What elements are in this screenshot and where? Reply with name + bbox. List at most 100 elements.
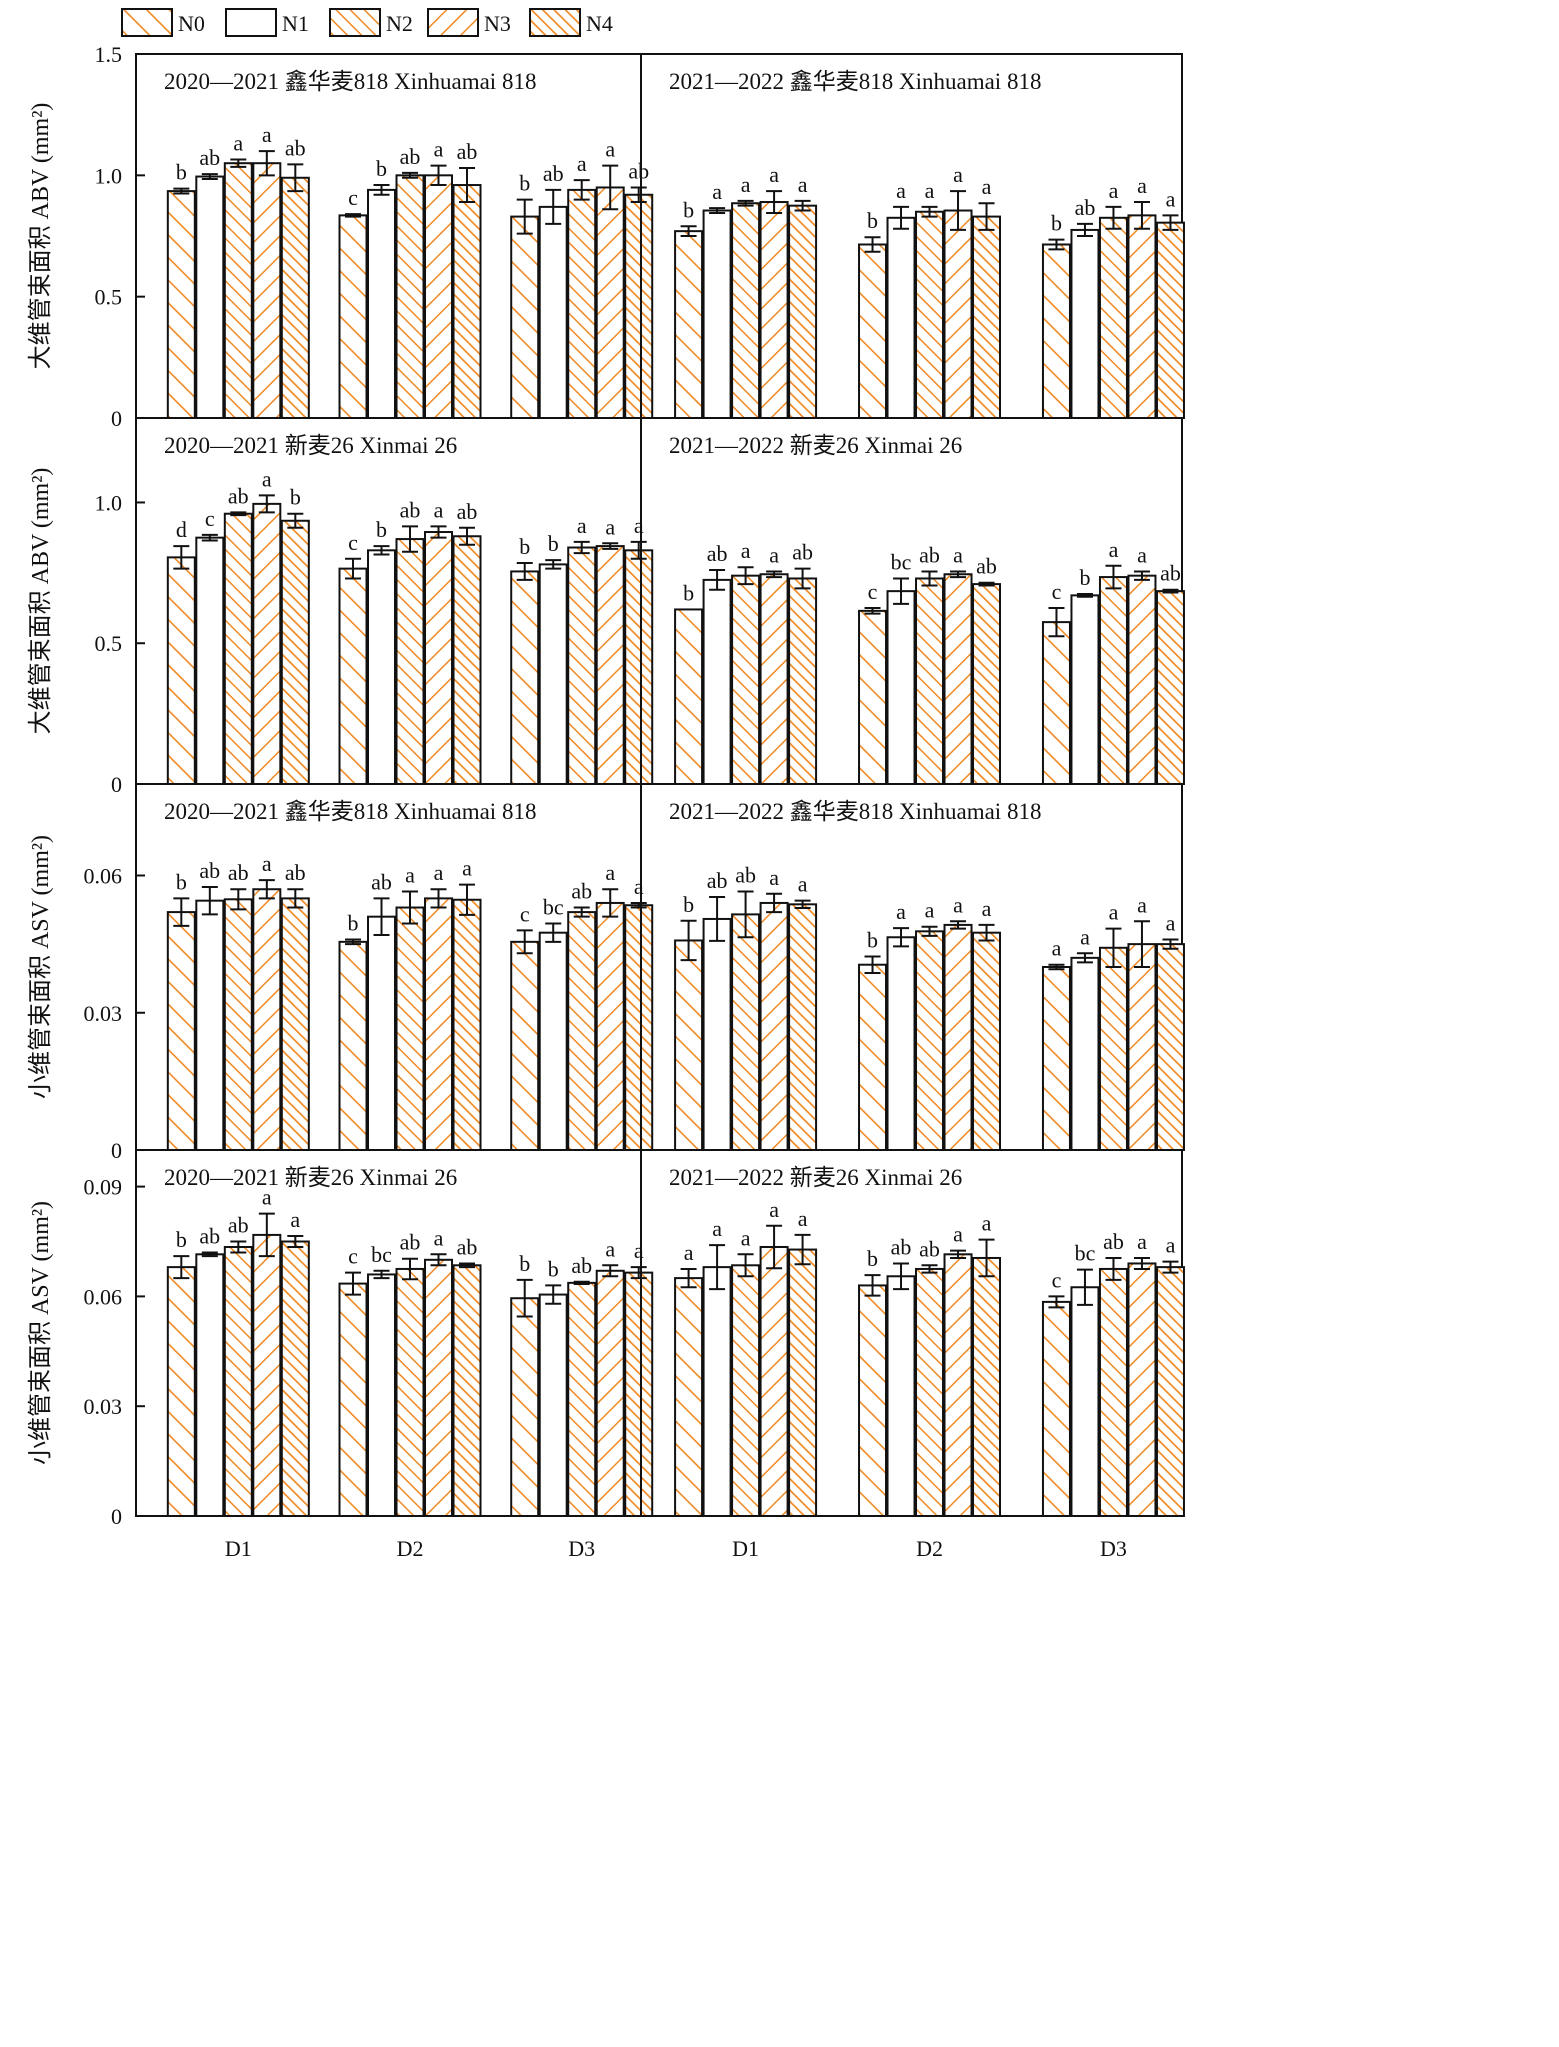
- significance-letter: c: [348, 1244, 358, 1269]
- panel-4-1: 2020—2021 新麦26 Xinmai 26 0 0.03 0.06 0.09 小维管…: [27, 1149, 654, 1561]
- bar-n3-d2: [424, 897, 454, 1151]
- bar-n1-d3: [538, 563, 568, 786]
- significance-letter: a: [712, 179, 722, 204]
- significance-letter: a: [1137, 173, 1147, 198]
- significance-letter: b: [867, 1246, 878, 1271]
- bar-n4-d3: [624, 1271, 654, 1517]
- significance-letter: b: [519, 1251, 530, 1276]
- significance-letter: a: [769, 542, 779, 567]
- significance-letter: a: [434, 497, 444, 522]
- y-axis-label: 小维管束面积 ASV (mm²): [27, 1201, 54, 1465]
- panel-title: 2021—2022 新麦26 Xinmai 26: [669, 1165, 962, 1190]
- bar-n1-d3: [1070, 594, 1100, 785]
- significance-letter: a: [233, 131, 243, 156]
- bar-n3-d3: [1127, 214, 1157, 419]
- significance-letter: bc: [543, 895, 564, 920]
- bar-n1-d1: [702, 578, 732, 786]
- bar-n2-d1: [223, 162, 253, 419]
- significance-letter: d: [176, 517, 187, 542]
- bar-n2-d1: [223, 512, 253, 785]
- x-tick-label: D2: [916, 1536, 943, 1561]
- x-tick-label: D3: [568, 1536, 595, 1561]
- bar-n2-d3: [1098, 1267, 1128, 1517]
- bar-n1-d3: [1070, 228, 1100, 419]
- significance-letter: c: [1052, 579, 1062, 604]
- bar-n0-d3: [1041, 966, 1071, 1151]
- significance-letter: bc: [1075, 1241, 1096, 1266]
- legend-label: N0: [178, 11, 205, 36]
- y-tick-label: 0: [111, 1504, 122, 1529]
- significance-letter: a: [1052, 936, 1062, 961]
- significance-letter: a: [1109, 900, 1119, 925]
- bar-n0-d1: [674, 608, 704, 786]
- significance-letter: ab: [792, 540, 813, 565]
- significance-letter: c: [868, 579, 878, 604]
- bar-n4-d2: [452, 898, 482, 1151]
- significance-letter: a: [634, 513, 644, 538]
- significance-letter: a: [634, 874, 644, 899]
- significance-letter: a: [1137, 542, 1147, 567]
- bar-n2-d3: [567, 911, 597, 1151]
- bar-n0-d1: [674, 1277, 704, 1517]
- x-tick-label: D3: [1100, 1536, 1127, 1561]
- significance-letter: a: [925, 898, 935, 923]
- bar-n3-d3: [1127, 574, 1157, 786]
- significance-letter: b: [176, 869, 187, 894]
- significance-letter: a: [741, 538, 751, 563]
- significance-letter: ab: [707, 868, 728, 893]
- y-tick-label: 0.06: [84, 864, 123, 889]
- bar-n4-d1: [280, 1240, 310, 1517]
- significance-letter: ab: [543, 161, 564, 186]
- bar-n1-d1: [195, 899, 225, 1151]
- legend-swatch: [121, 8, 173, 37]
- significance-letter: a: [798, 872, 808, 897]
- significance-letter: a: [896, 178, 906, 203]
- bar-n1-d1: [702, 917, 732, 1152]
- bar-n4-d1: [788, 903, 818, 1152]
- significance-letter: a: [712, 1216, 722, 1241]
- significance-letter: a: [896, 899, 906, 924]
- panel-1-1: 2020—2021 鑫华麦818 Xinhuamai 818 0 0.5 1.0 1.5…: [27, 42, 654, 431]
- bar-n1-d2: [886, 936, 916, 1152]
- significance-letter: c: [520, 901, 530, 926]
- legend-item-n2: N2: [329, 8, 413, 37]
- significance-letter: b: [683, 892, 694, 917]
- bar-n1-d3: [538, 1293, 568, 1517]
- bar-n2-d3: [567, 1281, 597, 1518]
- bar-n1-d1: [702, 209, 732, 419]
- significance-letter: ab: [919, 1236, 940, 1261]
- significance-letter: a: [982, 896, 992, 921]
- significance-letter: a: [769, 865, 779, 890]
- bar-n3-d2: [424, 531, 454, 785]
- significance-letter: ab: [457, 1234, 478, 1259]
- bar-n4-d3: [1155, 1266, 1185, 1517]
- significance-letter: b: [683, 580, 694, 605]
- significance-letter: ab: [285, 860, 306, 885]
- bar-n0-d1: [166, 1266, 196, 1517]
- significance-letter: a: [1166, 911, 1176, 936]
- significance-letter: a: [405, 863, 415, 888]
- bar-n2-d3: [1098, 946, 1128, 1151]
- legend-swatch: [329, 8, 381, 37]
- bar-n2-d1: [731, 202, 761, 419]
- legend-item-n0: N0: [121, 8, 205, 37]
- significance-letter: a: [1137, 892, 1147, 917]
- legend-item-n4: N4: [529, 8, 613, 37]
- bar-n3-d2: [943, 573, 973, 785]
- bar-n3-d1: [252, 162, 282, 419]
- bar-n2-d2: [395, 1267, 425, 1517]
- significance-letter: a: [1109, 178, 1119, 203]
- significance-letter: b: [1051, 211, 1062, 236]
- legend-item-n1: N1: [225, 8, 309, 37]
- panel-title: 2020—2021 鑫华麦818 Xinhuamai 818: [164, 799, 536, 824]
- panel-title: 2021—2022 新麦26 Xinmai 26: [669, 433, 962, 458]
- legend-label: N3: [484, 11, 511, 36]
- bar-n0-d2: [338, 1282, 368, 1517]
- bar-n0-d3: [510, 940, 540, 1152]
- bar-n1-d2: [367, 1273, 397, 1517]
- y-tick-label: 0.06: [84, 1284, 123, 1309]
